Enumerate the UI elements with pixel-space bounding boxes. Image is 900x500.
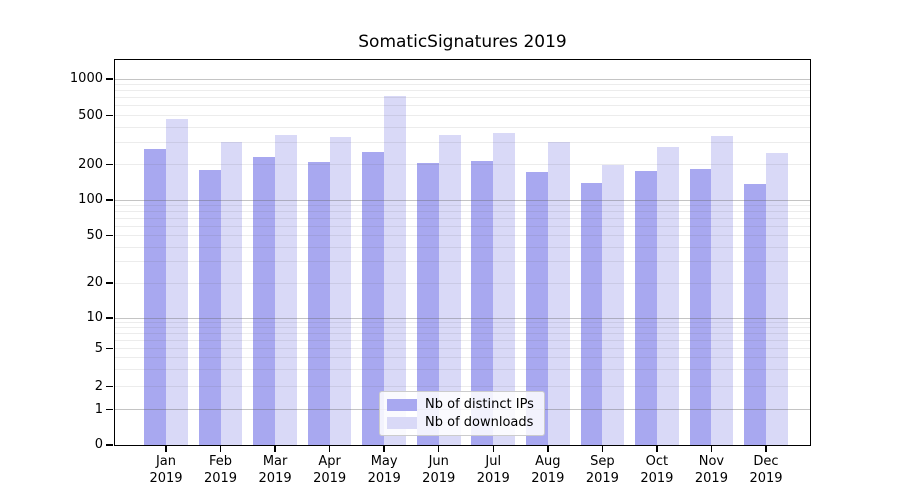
bar-downloads-mar xyxy=(275,134,297,445)
bar-ips-nov xyxy=(689,169,712,445)
chart-title: SomaticSignatures 2019 xyxy=(358,32,567,52)
y-tick-mark xyxy=(106,282,113,284)
x-tick-label: Nov 2019 xyxy=(694,454,728,486)
x-tick-label: Sep 2019 xyxy=(585,454,619,486)
x-tick-label: Jun 2019 xyxy=(422,454,456,486)
y-tick-label: 10 xyxy=(86,310,103,325)
bar-ips-jul xyxy=(471,160,494,445)
y-tick-mark xyxy=(106,317,113,319)
bar-downloads-nov xyxy=(711,136,734,445)
y-tick-mark xyxy=(106,408,113,411)
x-tick-label: May 2019 xyxy=(367,454,401,486)
bar-ips-apr xyxy=(307,161,330,445)
legend-label-downloads: Nb of downloads xyxy=(425,415,534,430)
bar-ips-jan xyxy=(144,149,166,445)
x-tick-label: Jul 2019 xyxy=(476,454,510,486)
y-tick-label: 0 xyxy=(94,437,103,452)
bar-downloads-feb xyxy=(220,141,243,445)
bar-ips-jun xyxy=(416,163,439,445)
y-tick-mark xyxy=(106,163,113,166)
bar-downloads-jun xyxy=(438,134,461,445)
minor-gridline xyxy=(115,97,810,99)
y-tick-label: 20 xyxy=(86,275,103,290)
bar-downloads-jul xyxy=(493,133,516,445)
minor-gridline xyxy=(115,164,810,165)
y-tick-label: 50 xyxy=(86,227,103,243)
x-tick-label: Aug 2019 xyxy=(531,454,565,486)
x-tick-label: Mar 2019 xyxy=(258,454,292,486)
bar-downloads-apr xyxy=(329,136,352,445)
y-tick-mark xyxy=(106,114,113,117)
bar-ips-oct xyxy=(635,171,657,445)
x-tick-mark xyxy=(492,446,495,452)
bar-ips-feb xyxy=(198,169,221,445)
minor-gridline xyxy=(115,105,810,107)
x-tick-mark xyxy=(328,446,331,452)
bar-ips-mar xyxy=(253,157,276,445)
x-tick-mark xyxy=(383,446,385,452)
legend-swatch-downloads-icon xyxy=(387,416,417,429)
bar-ips-may xyxy=(362,151,385,445)
minor-gridline xyxy=(115,115,810,116)
y-tick-label: 500 xyxy=(78,107,103,123)
bar-ips-dec xyxy=(744,183,766,445)
minor-gridline xyxy=(115,142,810,144)
bar-downloads-dec xyxy=(765,152,788,445)
legend-label-ips: Nb of distinct IPs xyxy=(425,397,534,412)
bar-downloads-jan xyxy=(166,119,188,445)
y-tick-mark xyxy=(106,385,113,388)
legend-entry-downloads: Nb of downloads xyxy=(387,415,537,430)
y-tick-mark xyxy=(106,78,113,80)
bar-ips-sep xyxy=(580,182,603,445)
y-tick-label: 5 xyxy=(94,340,103,356)
minor-gridline xyxy=(115,84,810,86)
bar-downloads-sep xyxy=(602,164,625,445)
y-tick-label: 1 xyxy=(94,401,103,417)
x-tick-mark xyxy=(165,446,167,452)
x-tick-mark xyxy=(765,446,767,452)
bar-downloads-oct xyxy=(656,147,679,445)
y-tick-mark xyxy=(106,199,113,201)
bar-downloads-aug xyxy=(547,141,570,445)
x-tick-label: Jan 2019 xyxy=(149,454,183,486)
x-tick-mark xyxy=(601,446,604,452)
x-tick-mark xyxy=(656,446,658,452)
y-tick-label: 100 xyxy=(78,192,103,207)
major-gridline xyxy=(115,78,810,80)
minor-gridline xyxy=(115,90,810,92)
x-tick-label: Apr 2019 xyxy=(313,454,347,486)
y-tick-mark xyxy=(106,234,113,237)
y-tick-label: 200 xyxy=(78,156,103,172)
chart-legend: Nb of distinct IPs Nb of downloads xyxy=(379,391,545,436)
y-tick-mark xyxy=(106,347,113,350)
bar-ips-aug xyxy=(526,172,548,445)
legend-entry-ips: Nb of distinct IPs xyxy=(387,397,537,412)
bar-downloads-may xyxy=(384,95,406,445)
x-tick-label: Dec 2019 xyxy=(749,454,783,486)
x-tick-mark xyxy=(219,446,222,452)
x-tick-mark xyxy=(547,446,549,452)
x-tick-mark xyxy=(710,446,713,452)
x-tick-mark xyxy=(274,446,276,452)
x-tick-label: Feb 2019 xyxy=(203,454,238,486)
minor-gridline xyxy=(115,126,810,128)
y-tick-label: 1000 xyxy=(69,71,103,86)
y-tick-label: 2 xyxy=(94,378,103,394)
x-tick-mark xyxy=(437,446,440,452)
legend-swatch-ips-icon xyxy=(387,398,417,411)
y-tick-mark xyxy=(106,444,113,446)
x-tick-label: Oct 2019 xyxy=(640,454,674,486)
